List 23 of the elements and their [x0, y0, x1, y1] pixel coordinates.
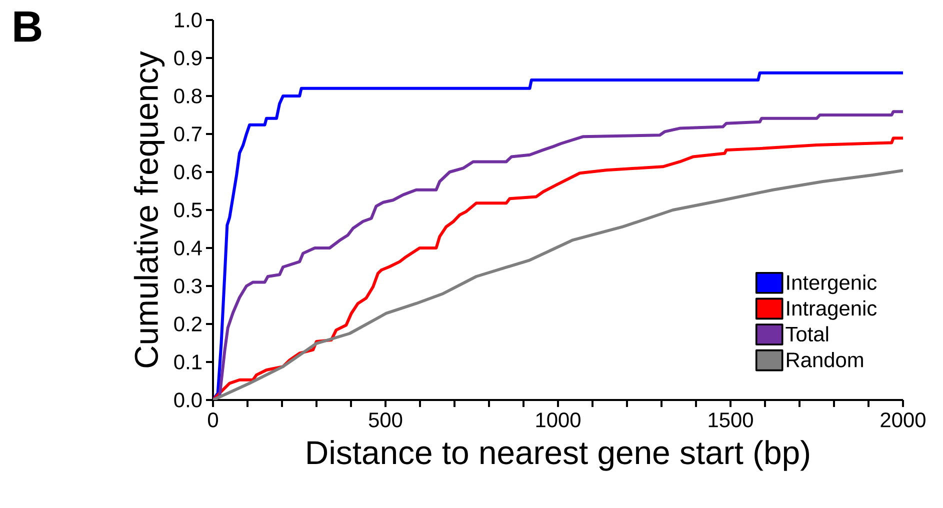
- y-tick-label: 0.0: [174, 392, 202, 408]
- x-axis-title: Distance to nearest gene start (bp): [308, 440, 809, 471]
- y-axis-title: Cumulative frequency: [134, 51, 165, 368]
- text: B: [14, 12, 42, 42]
- x-tick-label: 1500: [708, 412, 753, 428]
- y-tick-label: 0.3: [174, 278, 202, 294]
- y-tick-label: 0.9: [174, 50, 202, 66]
- x-tick-label: 500: [368, 412, 402, 428]
- y-tick-label: 0.1: [174, 354, 202, 370]
- y-tick-label: 0.4: [174, 240, 202, 256]
- legend-label: Total: [786, 326, 828, 342]
- x-tick-label: 1000: [536, 412, 580, 428]
- y-tick-label: 0.7: [174, 126, 202, 142]
- legend-label: Intragenic: [787, 300, 877, 320]
- y-tick-label: 0.2: [174, 316, 202, 332]
- legend-label: Intergenic: [787, 274, 877, 294]
- y-tick-label: 0.5: [174, 202, 202, 218]
- y-tick-label: 0.6: [174, 164, 202, 180]
- y-tick-label: 0.8: [174, 88, 202, 104]
- y-tick-label: 1.0: [174, 12, 202, 28]
- x-tick-label: 0: [208, 412, 218, 428]
- x-tick-label: 2000: [880, 412, 926, 428]
- legend-label: Random: [786, 352, 863, 368]
